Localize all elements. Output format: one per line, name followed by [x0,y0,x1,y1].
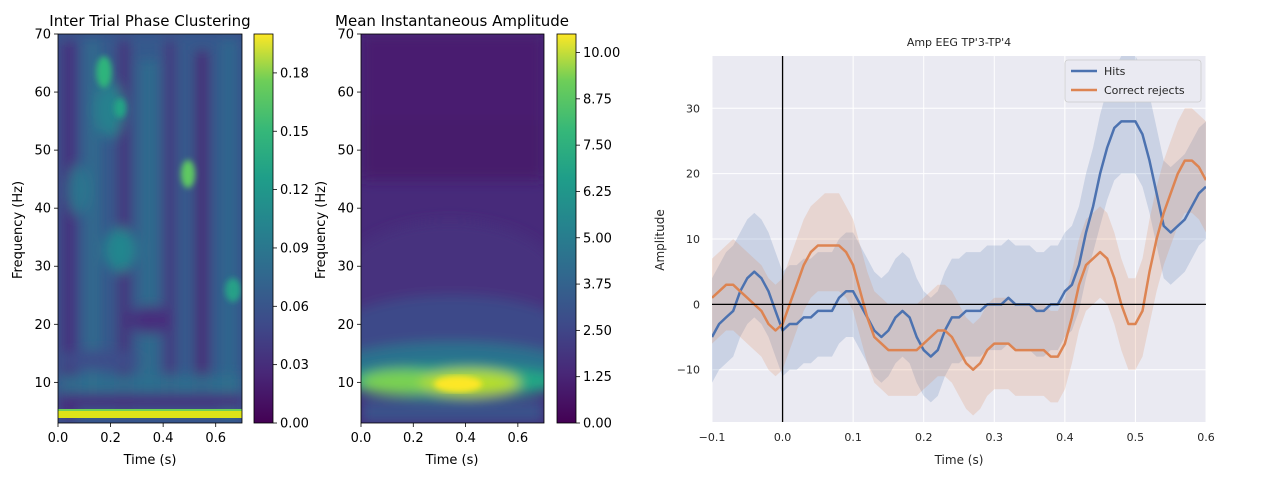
itpc-cbar-tick-label: 0.15 [280,125,309,140]
erp-xtick-label: 0.3 [986,431,1004,444]
erp-ytick-label: −10 [677,364,700,377]
erp-series-0-line [712,120,1206,358]
erp-series-0-ci-band [712,56,1206,403]
erp-xtick-label: 0.1 [844,431,862,444]
erp-ytick-label: 30 [686,102,700,115]
erp-series-1-line [712,159,1206,371]
itpc-cbar-tick-label: 0.06 [280,300,309,315]
amplitude-ylabel: Frequency (Hz) [314,181,329,279]
amplitude-cbar-tick-label: 0.00 [583,417,612,432]
itpc-xlabel: Time (s) [123,453,177,468]
itpc-ytick-label: 20 [34,318,51,333]
itpc-ytick-label: 50 [34,144,51,159]
itpc-xtick-label: 0.4 [153,431,174,446]
amplitude-title: Mean Instantaneous Amplitude [335,12,569,30]
amplitude-cbar-tick-label: 10.00 [583,46,620,61]
erp-xtick-label: 0.5 [1127,431,1145,444]
itpc-ytick-label: 30 [34,260,51,275]
amplitude-colorbar [556,33,577,424]
erp-xtick-label: 0.6 [1197,431,1215,444]
erp-ytick-label: 0 [693,298,700,311]
itpc-xtick-label: 0.6 [205,431,226,446]
legend-hits-label: Hits [1104,65,1126,78]
itpc-ytick-label: 40 [34,202,51,217]
itpc-ytick-label: 70 [34,28,51,43]
amplitude-ytick-label: 50 [337,144,354,159]
amplitude-xlabel: Time (s) [425,453,479,468]
itpc-cbar-tick-label: 0.18 [280,66,309,81]
amplitude-ytick-label: 30 [337,260,354,275]
erp-xtick-label: 0.4 [1056,431,1074,444]
itpc-cbar-tick-label: 0.12 [280,183,309,198]
erp-xlabel: Time (s) [934,453,984,467]
amplitude-xtick-label: 0.4 [455,431,476,446]
legend-cr-label: Correct rejects [1104,84,1185,97]
itpc-xtick-label: 0.0 [48,431,69,446]
amplitude-ytick-label: 20 [337,318,354,333]
amplitude-ytick-label: 70 [337,28,354,43]
itpc-cbar-tick-label: 0.03 [280,358,309,373]
itpc-colorbar [253,33,274,424]
erp-ytick-label: 10 [686,233,700,246]
erp-xtick-label: −0.1 [699,431,726,444]
erp-ylabel: Amplitude [653,209,667,271]
erp-ytick-label: 20 [686,168,700,181]
itpc-ylabel: Frequency (Hz) [11,181,26,279]
amplitude-cbar-tick-label: 1.25 [583,370,612,385]
itpc-heatmap [58,34,242,423]
amplitude-cbar-tick-label: 6.25 [583,185,612,200]
erp-panel: −0.1 0.0 0.1 0.2 0.3 0.4 0.5 0.6 −10 0 10 20 30 Amp … [653,36,1215,467]
itpc-title: Inter Trial Phase Clustering [49,12,250,30]
amplitude-panel: Mean Instantaneous Amplitude 0.0 0.2 0.4 0.… [314,12,620,468]
amplitude-heatmap [361,34,544,423]
amplitude-xtick-label: 0.6 [508,431,529,446]
erp-legend: Hits Correct rejects [1064,59,1202,103]
amplitude-cbar-tick-label: 3.75 [583,278,612,293]
amplitude-cbar-tick-label: 2.50 [583,324,612,339]
itpc-cbar-tick-label: 0.09 [280,241,309,256]
amplitude-xtick-label: 0.2 [403,431,424,446]
erp-xtick-label: 0.0 [774,431,792,444]
amplitude-ytick-label: 10 [337,376,354,391]
amplitude-cbar-tick-label: 5.00 [583,231,612,246]
erp-xtick-label: 0.2 [915,431,933,444]
itpc-xtick-label: 0.2 [100,431,121,446]
amplitude-ytick-label: 60 [337,86,354,101]
itpc-ytick-label: 10 [34,376,51,391]
itpc-ytick-label: 60 [34,86,51,101]
amplitude-cbar-tick-label: 8.75 [583,92,612,107]
amplitude-xtick-label: 0.0 [351,431,372,446]
itpc-cbar-tick-label: 0.00 [280,417,309,432]
amplitude-cbar-tick-label: 7.50 [583,139,612,154]
erp-title: Amp EEG TP'3-TP'4 [907,36,1011,49]
amplitude-ytick-label: 40 [337,202,354,217]
itpc-panel: Inter Trial Phase Clustering [11,12,309,468]
